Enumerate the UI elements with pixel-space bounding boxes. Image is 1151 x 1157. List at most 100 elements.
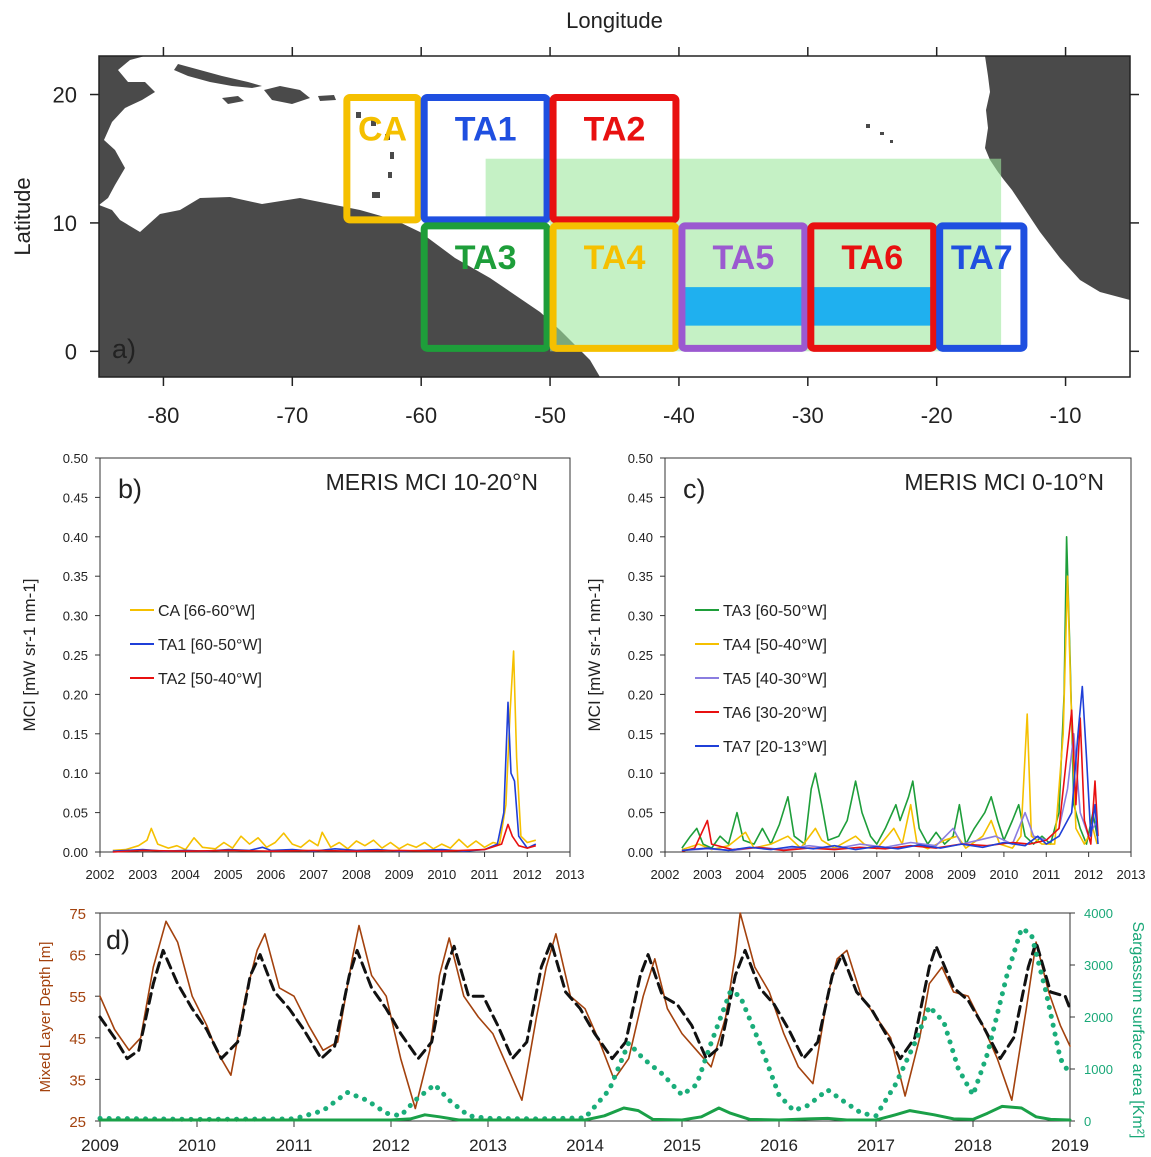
y-tick-label: 0.40 — [63, 530, 88, 545]
y-tick-label: 0.20 — [628, 687, 653, 702]
y-tick-label: 0.00 — [63, 845, 88, 860]
x-tick-label: 2017 — [857, 1136, 895, 1155]
series-line-3 — [98, 1104, 1072, 1122]
region-box-ca — [343, 94, 422, 224]
x-tick-label: 2003 — [693, 867, 722, 882]
y-tick-label: 0.10 — [628, 766, 653, 781]
x-tick-label: 2007 — [299, 867, 328, 882]
x-tick-label: 2012 — [1074, 867, 1103, 882]
series-line-2 — [97, 926, 1073, 1122]
region-box-ta5 — [678, 222, 809, 352]
map-frame — [98, 55, 1131, 378]
panel-title: MERIS MCI 0-10°N — [904, 469, 1104, 495]
series-line-ta7 — [681, 685, 1099, 852]
shaded-area-0 — [485, 158, 1002, 223]
legend-label-ta7: TA7 [20-13°W] — [723, 739, 827, 756]
series-line-ca — [112, 650, 537, 852]
panel-letter: a) — [112, 334, 136, 364]
y-left-axis-title: Mixed Layer Depth [m] — [37, 942, 54, 1093]
y-left-tick-label: 25 — [69, 1114, 86, 1131]
x-tick-label: 2011 — [471, 867, 499, 882]
y-right-tick-label: 1000 — [1084, 1062, 1113, 1077]
y-tick-label: 0.15 — [63, 727, 88, 742]
y-tick-label: 0.35 — [628, 569, 653, 584]
region-box-ta7 — [936, 222, 1028, 352]
x-tick-label: 2012 — [372, 1136, 410, 1155]
x-tick-label: 2014 — [566, 1136, 604, 1155]
x-tick-label: 2007 — [862, 867, 891, 882]
region-box-ta2 — [549, 94, 680, 224]
x-tick-label: 2019 — [1051, 1136, 1089, 1155]
x-tick-label: -70 — [276, 403, 308, 428]
region-label-ta7: TA7 — [951, 239, 1013, 277]
x-tick-label: 2013 — [556, 867, 585, 882]
y-tick-label: 0.10 — [63, 766, 88, 781]
x-tick-label: 2005 — [778, 867, 807, 882]
region-label-ta1: TA1 — [455, 111, 517, 149]
panel-title: MERIS MCI 10-20°N — [326, 469, 538, 495]
y-right-axis-title: Sargassum surface area [Km²] — [1129, 922, 1146, 1139]
y-axis-title: MCI [mW sr-1 nm-1] — [20, 579, 39, 732]
x-tick-label: -60 — [405, 403, 437, 428]
y-right-tick-label: 2000 — [1084, 1010, 1113, 1025]
x-tick-label: 2005 — [214, 867, 243, 882]
panel-letter: c) — [683, 474, 706, 504]
series-line-ta4 — [681, 575, 1098, 851]
legend-label-ta3: TA3 [60-50°W] — [723, 603, 827, 620]
y-tick-label: 10 — [53, 211, 77, 236]
x-tick-label: 2011 — [1032, 867, 1060, 882]
y-tick-label: 0.00 — [628, 845, 653, 860]
x-tick-label: 2003 — [128, 867, 157, 882]
y-tick-label: 0.25 — [628, 648, 653, 663]
x-tick-label: 2008 — [905, 867, 934, 882]
y-right-tick-label: 4000 — [1084, 906, 1113, 921]
x-tick-label: 2018 — [954, 1136, 992, 1155]
x-tick-label: -30 — [792, 403, 824, 428]
x-tick-label: 2010 — [989, 867, 1018, 882]
plot-frame — [99, 457, 571, 853]
x-tick-label: 2006 — [256, 867, 285, 882]
panel-letter: d) — [106, 925, 130, 955]
plot-frame — [664, 457, 1132, 853]
x-tick-label: 2013 — [469, 1136, 507, 1155]
y-tick-label: 0.20 — [63, 687, 88, 702]
series-line-ta2 — [112, 823, 537, 853]
region-label-ta6: TA6 — [841, 239, 903, 277]
x-tick-label: 2010 — [427, 867, 456, 882]
y-tick-label: 0.50 — [628, 451, 653, 466]
legend-label-ta1: TA1 [60-50°W] — [158, 637, 262, 654]
y-tick-label: 0 — [65, 339, 77, 364]
x-tick-label: -50 — [534, 403, 566, 428]
y-axis-title: Latitude — [10, 177, 35, 255]
region-box-ta4 — [549, 222, 680, 352]
x-tick-label: 2008 — [342, 867, 371, 882]
x-tick-label: 2002 — [86, 867, 115, 882]
x-tick-label: -10 — [1050, 403, 1082, 428]
region-label-ta5: TA5 — [713, 239, 775, 277]
x-tick-label: 2009 — [947, 867, 976, 882]
y-right-tick-label: 0 — [1084, 1114, 1091, 1129]
x-tick-label: 2013 — [1117, 867, 1146, 882]
y-tick-label: 20 — [53, 83, 77, 108]
region-box-ta3 — [420, 222, 551, 352]
y-tick-label: 0.05 — [63, 806, 88, 821]
region-label-ta4: TA4 — [584, 239, 646, 277]
x-tick-label: 2016 — [760, 1136, 798, 1155]
y-left-tick-label: 65 — [69, 948, 86, 965]
panel-a-map: CA TA1 TA2 TA3 TA4 TA5 TA6 TA7 -80 -70 -60 -50 -40 -… — [10, 8, 1139, 428]
y-left-tick-label: 35 — [69, 1072, 86, 1089]
x-tick-label: 2010 — [178, 1136, 216, 1155]
y-left-tick-label: 45 — [69, 1031, 86, 1048]
x-tick-label: 2009 — [385, 867, 414, 882]
legend-label-ta6: TA6 [30-20°W] — [723, 705, 827, 722]
x-tick-label: -40 — [663, 403, 695, 428]
x-tick-label: 2006 — [820, 867, 849, 882]
x-tick-label: -80 — [148, 403, 180, 428]
y-tick-label: 0.50 — [63, 451, 88, 466]
region-box-ta1 — [420, 94, 551, 224]
legend-label-ca: CA [66-60°W] — [158, 603, 255, 620]
y-tick-label: 0.15 — [628, 727, 653, 742]
y-tick-label: 0.25 — [63, 648, 88, 663]
y-left-tick-label: 55 — [69, 989, 86, 1006]
